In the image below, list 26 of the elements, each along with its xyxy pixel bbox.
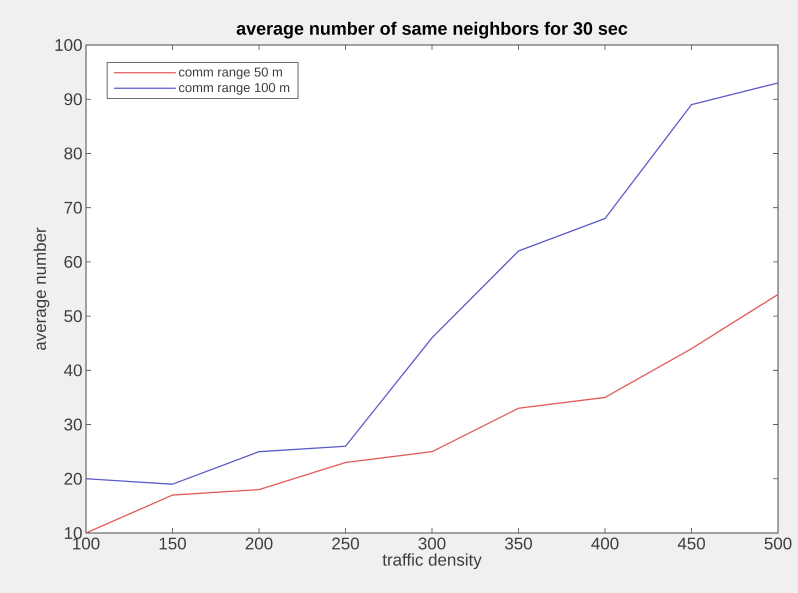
x-tick-label: 250 — [332, 538, 359, 550]
y-tick-label: 60 — [64, 256, 82, 268]
x-tick-label: 450 — [678, 538, 705, 550]
x-tick-label: 200 — [246, 538, 272, 550]
y-tick-label: 30 — [64, 418, 82, 431]
x-tick-label: 100 — [73, 538, 100, 550]
y-tick-label: 40 — [64, 364, 82, 376]
legend-label: comm range 100 m — [179, 82, 290, 95]
x-tick-label: 350 — [505, 538, 532, 550]
chart-title: average number of same neighbors for 30 sec — [236, 22, 628, 38]
y-tick-label: 90 — [64, 93, 82, 106]
legend-label: comm range 50 m — [179, 67, 282, 80]
y-tick-label: 100 — [56, 39, 82, 51]
y-tick-label: 50 — [64, 310, 82, 322]
y-tick-label: 70 — [64, 202, 82, 214]
y-tick-label: 20 — [64, 472, 82, 485]
x-tick-label: 500 — [764, 538, 792, 550]
y-tick-label: 10 — [64, 527, 82, 539]
x-tick-label: 400 — [591, 538, 618, 550]
y-axis-title: average number — [34, 228, 50, 350]
line-series — [86, 82, 778, 485]
y-tick-label: 80 — [64, 147, 82, 160]
x-axis-title: traffic density — [382, 553, 482, 570]
x-tick-label: 150 — [160, 538, 186, 550]
x-tick-label: 300 — [418, 538, 446, 550]
line-series — [86, 294, 778, 533]
